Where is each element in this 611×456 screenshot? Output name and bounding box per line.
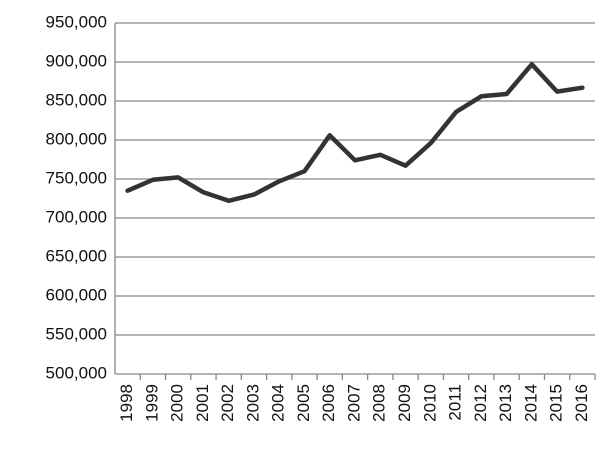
x-tick-label: 2004 — [269, 384, 288, 422]
x-tick-label: 2009 — [395, 384, 414, 422]
x-tick-label: 1998 — [117, 384, 136, 422]
y-tick-label: 700,000 — [46, 207, 107, 226]
x-tick-label: 2000 — [168, 384, 187, 422]
x-tick-label: 2008 — [370, 384, 389, 422]
x-tick-label: 2007 — [344, 384, 363, 422]
x-tick-label: 2012 — [471, 384, 490, 422]
y-tick-label: 900,000 — [46, 51, 107, 70]
x-tick-label: 2013 — [496, 384, 515, 422]
y-tick-label: 750,000 — [46, 168, 107, 187]
y-tick-label: 800,000 — [46, 129, 107, 148]
y-tick-label: 500,000 — [46, 363, 107, 382]
y-tick-label: 950,000 — [46, 12, 107, 31]
x-tick-label: 2003 — [243, 384, 262, 422]
x-tick-label: 2016 — [572, 384, 591, 422]
y-tick-label: 600,000 — [46, 285, 107, 304]
x-tick-label: 2002 — [218, 384, 237, 422]
x-tick-label: 2010 — [420, 384, 439, 422]
data-line — [125, 62, 585, 204]
x-tick-label: 2006 — [319, 384, 338, 422]
x-tick-label: 2011 — [446, 384, 465, 421]
x-tick-label: 2005 — [294, 384, 313, 422]
y-tick-label: 850,000 — [46, 90, 107, 109]
y-tick-label: 650,000 — [46, 246, 107, 265]
x-tick-label: 2015 — [547, 384, 566, 422]
y-tick-label: 550,000 — [46, 324, 107, 343]
x-tick-label: 2001 — [193, 384, 212, 422]
x-tick-label: 2014 — [521, 384, 540, 422]
x-tick-label: 1999 — [142, 384, 161, 422]
